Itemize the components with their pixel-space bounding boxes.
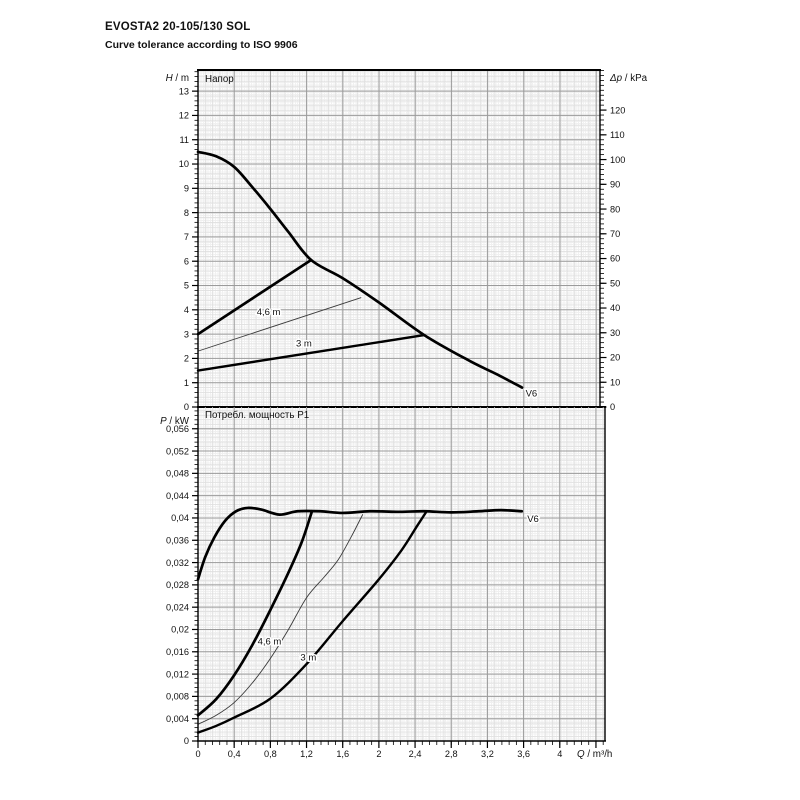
curve-setpoint-3m — [196, 333, 426, 372]
y2-tick-label: 120 — [610, 105, 625, 115]
x-axis-ticks: 0 0,4 0,8 1,2 1,6 2 2,4 2,8 3,2 3,6 4 — [195, 741, 604, 759]
y2-tick-label: 20 — [610, 353, 620, 363]
curve-labels: 4,6 m 3 m V6 — [256, 513, 540, 665]
y-tick-label: 11 — [179, 135, 189, 145]
curve-label: 3 m — [300, 652, 316, 663]
series — [196, 150, 524, 389]
y-tick-label: 0,016 — [166, 647, 189, 657]
y-tick-label: 13 — [179, 86, 189, 96]
curve-proportional-power — [196, 509, 314, 717]
page-subtitle: Curve tolerance according to ISO 9906 — [105, 39, 298, 51]
axes — [197, 407, 606, 742]
y-tick-label: 0,008 — [166, 692, 189, 702]
x-tick-label: 0 — [195, 749, 200, 759]
y2-tick-label: 90 — [610, 180, 620, 190]
page-title: EVOSTA2 20-105/130 SOL — [105, 21, 251, 33]
x-tick-label: 3,6 — [517, 749, 530, 759]
fine-grid-head-chart — [198, 70, 600, 407]
y-tick-label: 0,032 — [166, 558, 189, 568]
y-tick-label: 0,04 — [171, 513, 189, 523]
y-tick-label: 6 — [184, 256, 189, 266]
y-tick-label: 3 — [184, 329, 189, 339]
x-axis-title: Q / m³/h — [577, 749, 612, 760]
curve-label: V6 — [526, 389, 538, 400]
curve-labels: 4,6 m 3 m V6 — [255, 306, 539, 401]
x-tick-label: 3,2 — [481, 749, 494, 759]
x-tick-label: 2,8 — [445, 749, 458, 759]
y-axis-title: P / kW — [160, 416, 190, 427]
y-tick-label: 0,052 — [166, 446, 189, 456]
y-tick-label: 0 — [184, 402, 189, 412]
curve-power-3m — [196, 511, 428, 734]
curve-setpoint-4-6m — [197, 297, 362, 352]
x-tick-label: 1,2 — [300, 749, 313, 759]
y-tick-label: 7 — [184, 232, 189, 242]
y2-tick-label: 30 — [610, 328, 620, 338]
y2-axis-ticks: 0 10 20 30 40 50 60 70 80 90 100 110 120 — [600, 70, 625, 412]
y-tick-label: 0 — [184, 736, 189, 746]
curve-label: V6 — [527, 514, 539, 525]
y-tick-label: 0,036 — [166, 535, 189, 545]
y2-tick-label: 100 — [610, 155, 625, 165]
y-tick-label: 0,056 — [166, 424, 189, 434]
y-tick-label: 9 — [184, 184, 189, 194]
y-tick-label: 0,048 — [166, 469, 189, 479]
y-axis-ticks: 0 0,004 0,008 0,012 0,016 0,02 0,024 0,028 0,032… — [166, 410, 198, 746]
y2-tick-label: 80 — [610, 204, 620, 214]
y2-tick-label: 40 — [610, 303, 620, 313]
x-tick-label: 0,4 — [228, 749, 241, 759]
chart-title: Потребл. мощность P1 — [205, 410, 309, 421]
series — [196, 506, 524, 734]
y2-tick-label: 50 — [610, 278, 620, 288]
grid — [198, 407, 605, 741]
y-tick-label: 0,012 — [166, 669, 189, 679]
y-tick-label: 4 — [184, 305, 189, 315]
curve-proportional-pressure-max — [196, 258, 313, 336]
y-tick-label: 10 — [179, 159, 189, 169]
y-axis-title: H / m — [166, 73, 189, 84]
curve-label: 4,6 m — [258, 637, 282, 648]
curve-label: 4,6 m — [257, 307, 281, 318]
head_chart: 0123456789101112130102030405060708090100… — [166, 69, 648, 412]
y2-tick-label: 0 — [610, 402, 615, 412]
y-tick-label: 5 — [184, 281, 189, 291]
y2-tick-label: 10 — [610, 377, 620, 387]
y-tick-label: 1 — [184, 378, 189, 388]
y2-tick-label: 70 — [610, 229, 620, 239]
x-tick-label: 0,8 — [264, 749, 277, 759]
chart-title: Напор — [205, 74, 234, 85]
curve-power-4-6m — [197, 514, 364, 725]
y-tick-label: 0,044 — [166, 491, 189, 501]
x-tick-label: 4 — [557, 749, 562, 759]
y-tick-label: 2 — [184, 354, 189, 364]
x-tick-label: 2,4 — [409, 749, 422, 759]
y-tick-label: 0,02 — [171, 625, 189, 635]
y-tick-label: 0,004 — [166, 714, 189, 724]
y2-tick-label: 110 — [610, 130, 625, 140]
y2-tick-label: 60 — [610, 254, 620, 264]
grid — [198, 70, 600, 407]
y-tick-label: 0,028 — [166, 580, 189, 590]
fine-grid-power-chart — [198, 407, 605, 741]
y-tick-label: 12 — [179, 111, 189, 121]
curve-v6-power — [196, 506, 524, 581]
x-tick-label: 2 — [376, 749, 381, 759]
y2-axis-title: Δp / kPa — [609, 73, 648, 84]
y-tick-label: 8 — [184, 208, 189, 218]
curve-label: 3 m — [296, 338, 312, 349]
y-tick-label: 0,024 — [166, 602, 189, 612]
power_chart: 0 0,004 0,008 0,012 0,016 0,02 0,024 0,028 0,032… — [160, 407, 612, 760]
x-tick-label: 1,6 — [336, 749, 349, 759]
